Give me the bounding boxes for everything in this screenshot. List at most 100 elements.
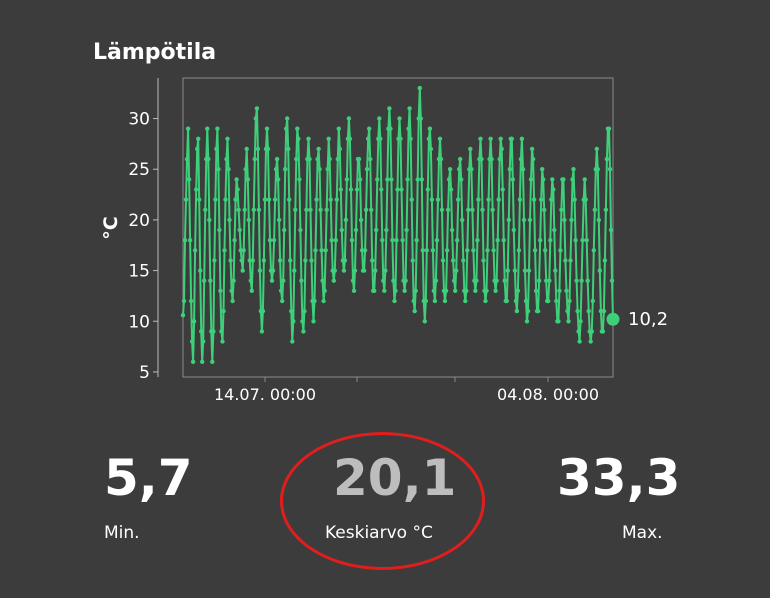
data-point [358,217,364,223]
data-point [299,278,304,283]
y-tick-label: 10 [128,312,150,332]
data-point [576,329,581,334]
data-point [582,177,587,182]
data-point [307,156,312,162]
data-point [485,248,490,253]
data-point [433,278,439,283]
data-point [278,288,284,293]
data-point [213,197,218,202]
data-point [586,308,591,314]
data-point [280,298,285,304]
data-point [387,106,392,111]
data-point [417,85,422,91]
data-point [515,288,521,293]
data-point [584,238,589,243]
data-point [233,197,238,202]
data-point [326,136,331,141]
data-point [335,156,340,162]
data-point [246,217,251,223]
x-tick-label: 04.08. 00:00 [497,385,599,404]
data-point [531,197,537,202]
data-point [473,288,478,293]
data-point [456,197,461,202]
data-point [313,248,318,253]
data-point [507,167,512,172]
data-point [220,339,225,344]
data-point [373,268,378,273]
data-point [254,106,260,111]
data-point [369,207,374,212]
data-point [595,167,600,172]
data-point [564,288,569,293]
data-point [413,288,418,293]
data-point [266,197,272,202]
data-point [546,298,551,304]
data-point [212,258,217,263]
data-point [549,197,554,202]
data-point [226,167,231,172]
data-point [329,238,334,243]
data-point [600,329,606,334]
data-point [236,207,241,212]
plot-frame [182,77,614,378]
data-point [392,298,397,304]
data-point [574,278,579,283]
data-point [343,217,349,223]
data-point [382,288,387,293]
data-point [293,207,298,212]
data-point [414,238,419,243]
data-point [459,177,464,182]
data-point [333,238,338,243]
data-point [483,298,488,304]
data-point [215,126,220,131]
data-point [471,248,476,253]
y-tick-label: 5 [139,363,150,383]
data-point [443,288,449,293]
data-point [251,207,256,212]
data-point [465,248,470,253]
data-point [199,329,204,334]
data-point [419,177,424,182]
data-point [588,339,593,344]
data-point [327,156,332,162]
data-point [455,238,460,243]
data-point [577,339,582,344]
data-point [496,197,501,202]
data-point [501,238,506,243]
data-point [494,278,499,283]
data-point [368,156,373,162]
data-point [269,278,275,283]
data-point [597,268,602,273]
data-point [490,207,495,212]
data-point [410,258,415,263]
data-point [425,187,430,192]
data-point [468,146,473,152]
data-point [271,238,277,243]
data-point [218,288,223,293]
data-point [183,197,189,202]
data-point [284,126,289,131]
data-point [283,167,288,172]
data-point [575,308,580,314]
data-point [267,238,273,243]
data-point [191,319,197,324]
data-point [449,227,455,233]
data-point [361,268,367,273]
data-point [497,156,502,162]
y-tick-label: 20 [128,211,150,231]
data-point [253,116,258,121]
data-point [512,268,518,273]
data-point [210,359,215,364]
data-point [522,268,528,273]
data-point [347,136,353,141]
data-point [479,156,484,162]
data-point [448,187,454,192]
data-point [556,319,561,324]
data-point [374,227,379,233]
data-point [591,248,596,253]
data-point [270,268,276,273]
data-point [306,136,311,141]
data-point [390,238,395,243]
data-point [184,156,190,162]
data-point [464,288,469,293]
